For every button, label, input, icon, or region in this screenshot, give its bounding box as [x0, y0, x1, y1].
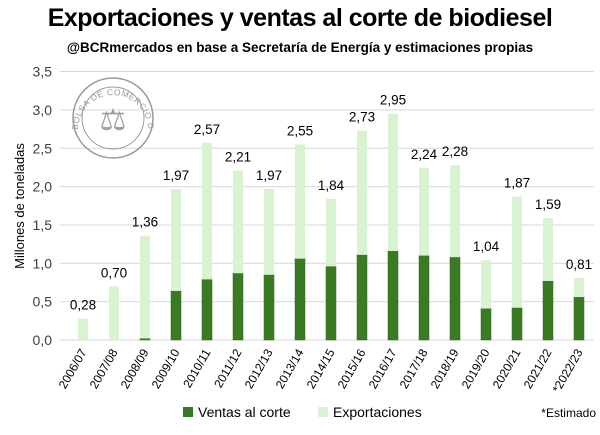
bar-exportaciones [450, 165, 460, 258]
x-tick-label: 2015/16 [335, 346, 369, 391]
bar-exportaciones [109, 286, 119, 340]
logo-text: BOLSA DE COMERCIO DE ROSARIO [0, 0, 156, 130]
y-axis-label: Millones de toneladas [12, 143, 27, 269]
bar-exportaciones [78, 318, 88, 340]
y-tick-label: 3,0 [33, 102, 53, 118]
bar-ventas [480, 308, 492, 341]
bar-exportaciones [264, 188, 274, 275]
x-tick-label: 2017/18 [397, 346, 431, 391]
bar-ventas [294, 258, 306, 341]
y-tick-label: 1,5 [33, 217, 53, 233]
data-label: 2,57 [194, 122, 220, 137]
data-label: 1,97 [163, 168, 189, 183]
bar-exportaciones [388, 113, 398, 252]
data-label: 2,21 [225, 149, 251, 164]
x-tick-label: 2006/07 [56, 346, 90, 391]
bar-ventas [325, 266, 337, 341]
bar-ventas [139, 338, 151, 341]
bar-exportaciones [171, 188, 181, 291]
bar-ventas [573, 296, 585, 341]
x-tick-label: 2013/14 [273, 346, 307, 391]
chart-title: Exportaciones y ventas al corte de biodi… [47, 4, 553, 32]
x-tick-label: 2011/12 [211, 346, 245, 390]
data-label: 0,28 [70, 298, 96, 313]
footnote: *Estimado [541, 406, 596, 420]
legend-swatch [318, 407, 328, 417]
x-tick-label: 2010/11 [180, 346, 214, 390]
bar-exportaciones [357, 130, 367, 255]
bar-exportaciones [543, 218, 553, 281]
bar-ventas [418, 255, 430, 341]
bar-exportaciones [295, 144, 305, 259]
y-tick-label: 3,5 [33, 64, 53, 80]
bar-exportaciones [140, 235, 150, 339]
bar-ventas [542, 280, 554, 341]
bar-ventas [170, 290, 182, 341]
bar-ventas [387, 250, 399, 341]
logo-seal [72, 77, 154, 159]
x-tick-label: 2007/08 [87, 346, 121, 391]
bar-exportaciones [326, 198, 336, 267]
x-tick-label: 2009/10 [149, 346, 183, 391]
data-label: 1,59 [535, 197, 561, 212]
bar-exportaciones [233, 170, 243, 274]
bar-exportaciones [512, 196, 522, 308]
data-label: 1,87 [504, 176, 530, 191]
data-label: 0,70 [101, 265, 127, 280]
data-label: 2,55 [287, 123, 313, 138]
bar-exportaciones [574, 277, 584, 298]
x-tick-label: 2008/09 [118, 346, 152, 391]
legend-label: Ventas al corte [198, 404, 291, 420]
x-tick-label: 2018/19 [428, 346, 462, 391]
x-tick-label: 2019/20 [459, 346, 493, 391]
x-tick-label: *2022/23 [549, 346, 585, 395]
data-label: 2,95 [380, 93, 406, 108]
bar-ventas [201, 279, 213, 341]
y-tick-label: 0,5 [33, 294, 53, 310]
data-label: 1,84 [318, 178, 345, 193]
bar-ventas [356, 254, 368, 341]
y-tick-label: 2,5 [33, 140, 53, 156]
legend-label: Exportaciones [333, 404, 422, 420]
bar-ventas [232, 273, 244, 341]
data-label: 1,97 [256, 168, 282, 183]
y-tick-label: 1,0 [33, 255, 53, 271]
bar-ventas [511, 307, 523, 341]
legend-swatch [183, 407, 193, 417]
data-label: 0,81 [566, 257, 592, 272]
x-tick-label: 2012/13 [242, 346, 276, 391]
bar-exportaciones [481, 260, 491, 309]
x-tick-label: 2021/22 [521, 346, 555, 391]
y-tick-label: 2,0 [33, 179, 53, 195]
bar-exportaciones [419, 168, 429, 256]
data-label: 1,36 [132, 215, 158, 230]
bar-ventas [263, 274, 275, 341]
bar-ventas [449, 256, 461, 341]
bar-exportaciones [202, 142, 212, 280]
data-label: 1,04 [473, 239, 500, 254]
x-tick-label: 2020/21 [490, 346, 524, 391]
y-tick-label: 0,0 [33, 332, 53, 348]
data-label: 2,28 [442, 144, 468, 159]
logo-emblem-icon: ⚖ [100, 104, 127, 137]
x-tick-label: 2014/15 [304, 346, 338, 391]
x-tick-label: 2016/17 [366, 346, 400, 391]
chart-subtitle: @BCRmercados en base a Secretaría de Ene… [66, 40, 534, 55]
data-label: 2,73 [349, 110, 375, 125]
data-label: 2,24 [411, 147, 438, 162]
